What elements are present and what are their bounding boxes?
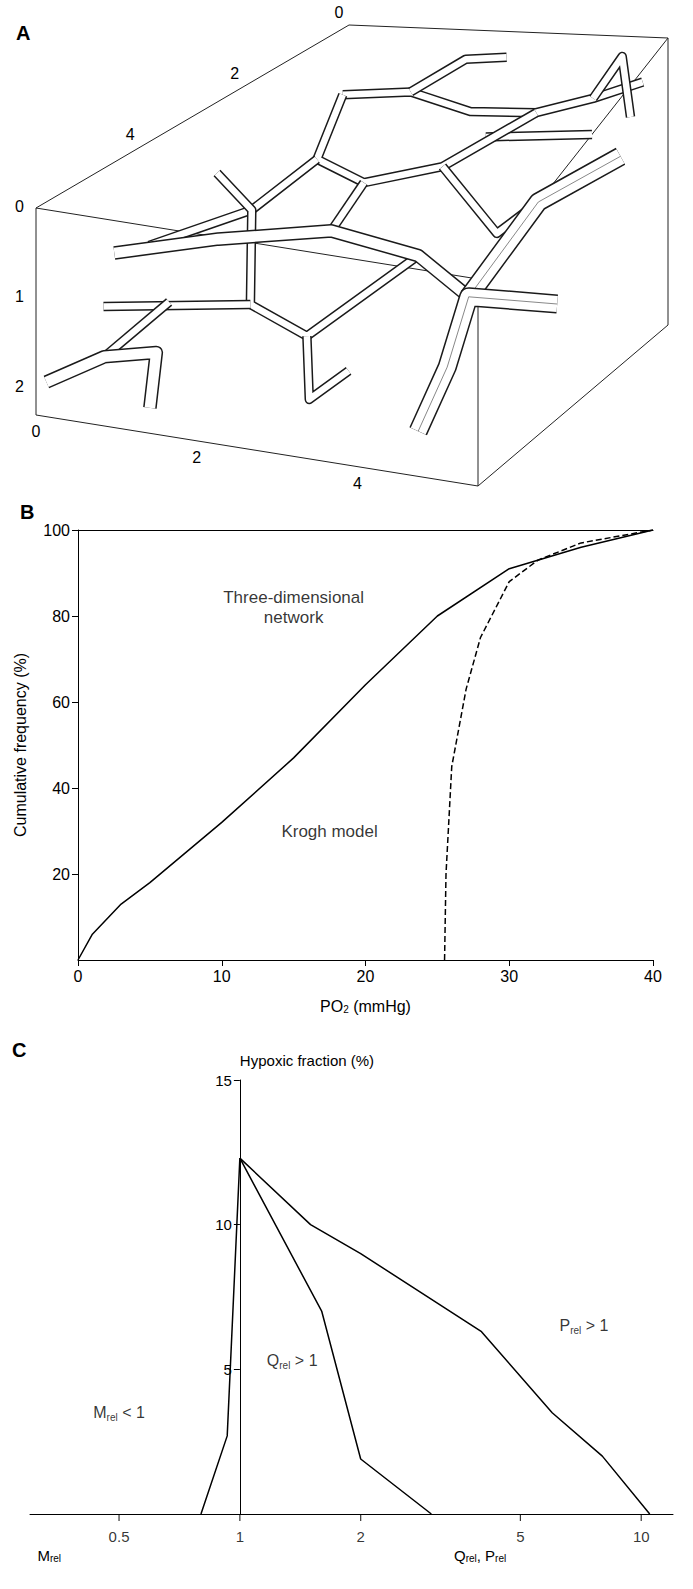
svg-text:5: 5: [516, 1528, 524, 1545]
svg-text:1: 1: [15, 288, 24, 305]
svg-text:Cumulative frequency (%): Cumulative frequency (%): [12, 653, 29, 837]
svg-text:1: 1: [236, 1528, 244, 1545]
svg-text:, P: , P: [477, 1547, 495, 1564]
svg-text:rel: rel: [466, 1553, 477, 1564]
svg-text:P: P: [560, 1317, 571, 1334]
svg-text:10: 10: [633, 1528, 650, 1545]
svg-text:B: B: [20, 501, 34, 523]
svg-text:20: 20: [357, 968, 375, 985]
svg-text:2: 2: [192, 449, 201, 466]
svg-text:60: 60: [52, 694, 70, 711]
svg-text:4: 4: [126, 126, 135, 143]
svg-text:network: network: [264, 608, 324, 627]
svg-text:rel: rel: [279, 1360, 290, 1371]
svg-text:2: 2: [15, 378, 24, 395]
svg-text:Hypoxic fraction (%): Hypoxic fraction (%): [240, 1052, 374, 1069]
svg-text:10: 10: [213, 968, 231, 985]
svg-text:0: 0: [74, 968, 83, 985]
svg-text:0: 0: [335, 4, 344, 21]
svg-text:rel: rel: [107, 1412, 118, 1423]
svg-text:PO: PO: [320, 998, 343, 1015]
svg-text:4: 4: [353, 475, 362, 492]
svg-text:M: M: [93, 1404, 106, 1421]
svg-text:Three-dimensional: Three-dimensional: [223, 588, 364, 607]
svg-text:30: 30: [500, 968, 518, 985]
svg-text:Q: Q: [454, 1547, 466, 1564]
svg-text:> 1: > 1: [290, 1352, 317, 1369]
svg-text:A: A: [16, 22, 30, 44]
svg-text:rel: rel: [50, 1553, 61, 1564]
svg-text:2: 2: [357, 1528, 365, 1545]
svg-text:< 1: < 1: [118, 1404, 145, 1421]
svg-text:> 1: > 1: [581, 1317, 608, 1334]
svg-text:5: 5: [223, 1360, 232, 1378]
svg-text:15: 15: [215, 1072, 232, 1089]
svg-text:rel: rel: [570, 1325, 581, 1336]
svg-text:0.5: 0.5: [109, 1528, 130, 1545]
svg-text:rel: rel: [495, 1553, 506, 1564]
svg-text:2: 2: [343, 1003, 349, 1015]
svg-text:Krogh model: Krogh model: [281, 822, 377, 841]
svg-text:M: M: [37, 1547, 50, 1564]
svg-text:Q: Q: [267, 1352, 279, 1369]
svg-text:0: 0: [32, 423, 41, 440]
svg-text:40: 40: [644, 968, 662, 985]
svg-text:100: 100: [43, 522, 70, 539]
svg-text:2: 2: [230, 65, 239, 82]
svg-text:0: 0: [15, 198, 24, 215]
svg-text:80: 80: [52, 608, 70, 625]
svg-text:C: C: [12, 1039, 26, 1061]
svg-text:40: 40: [52, 780, 70, 797]
svg-text:10: 10: [215, 1216, 232, 1233]
svg-text:(mmHg): (mmHg): [349, 998, 411, 1015]
svg-text:20: 20: [52, 866, 70, 883]
